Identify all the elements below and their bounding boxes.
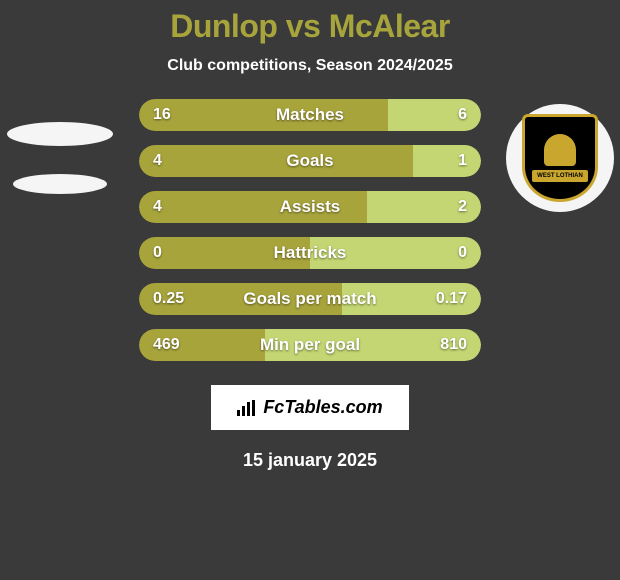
shield-banner: WEST LOTHIAN [532,170,588,182]
stat-value-left: 0.25 [153,290,184,308]
stat-label: Matches [276,105,344,125]
stat-value-right: 0 [458,244,467,262]
stat-value-left: 0 [153,244,162,262]
stat-row: Goals per match 0.25 0.17 [139,283,481,315]
stat-row: Assists 4 2 [139,191,481,223]
placeholder-ellipse [7,122,113,146]
shield-crest-icon [544,134,576,166]
stat-value-left: 469 [153,336,180,354]
stat-row: Min per goal 469 810 [139,329,481,361]
brand-text: FcTables.com [263,397,382,418]
stat-value-right: 1 [458,152,467,170]
shield-inner: WEST LOTHIAN [522,114,598,202]
stat-rows: Matches 16 6 Goals 4 1 Assists 4 2 Hattricks 0 0 Goa… [139,99,481,361]
page-subtitle: Club competitions, Season 2024/2025 [167,57,452,75]
date-label: 15 january 2025 [243,450,377,471]
stat-row: Matches 16 6 [139,99,481,131]
stat-row: Hattricks 0 0 [139,237,481,269]
stat-value-left: 4 [153,152,162,170]
stat-value-right: 810 [440,336,467,354]
infographic-container: Dunlop vs McAlear Club competitions, Sea… [0,0,620,580]
bar-chart-icon [237,400,257,416]
stat-label: Goals per match [243,289,376,309]
player-right-badge-wrap: WEST LOTHIAN [506,104,614,212]
placeholder-ellipse [13,174,107,194]
stat-label: Min per goal [260,335,360,355]
stat-row: Goals 4 1 [139,145,481,177]
brand-box: FcTables.com [211,385,408,430]
stat-value-right: 0.17 [436,290,467,308]
stat-value-left: 16 [153,106,171,124]
stat-label: Assists [280,197,340,217]
stat-value-right: 2 [458,198,467,216]
stat-value-left: 4 [153,198,162,216]
stat-bar-left [139,99,388,131]
stat-bar-left [139,145,413,177]
stat-label: Hattricks [274,243,347,263]
player-left-badge [6,104,114,212]
stat-label: Goals [286,151,333,171]
chart-area: WEST LOTHIAN Matches 16 6 Goals 4 1 Assists 4 2 H… [0,99,620,361]
page-title: Dunlop vs McAlear [170,8,450,45]
stat-value-right: 6 [458,106,467,124]
stat-bar-right [413,145,481,177]
